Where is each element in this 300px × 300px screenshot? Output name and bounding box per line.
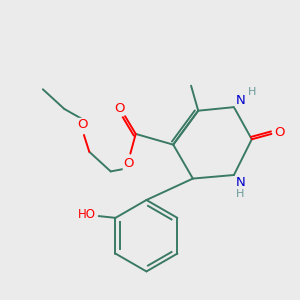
Text: H: H xyxy=(248,87,256,97)
Text: H: H xyxy=(236,189,244,199)
Text: O: O xyxy=(274,126,284,139)
Text: N: N xyxy=(236,176,245,189)
Text: O: O xyxy=(123,157,134,170)
Text: O: O xyxy=(77,118,87,131)
Text: N: N xyxy=(236,94,245,107)
Text: HO: HO xyxy=(78,208,96,221)
Text: O: O xyxy=(114,102,125,115)
